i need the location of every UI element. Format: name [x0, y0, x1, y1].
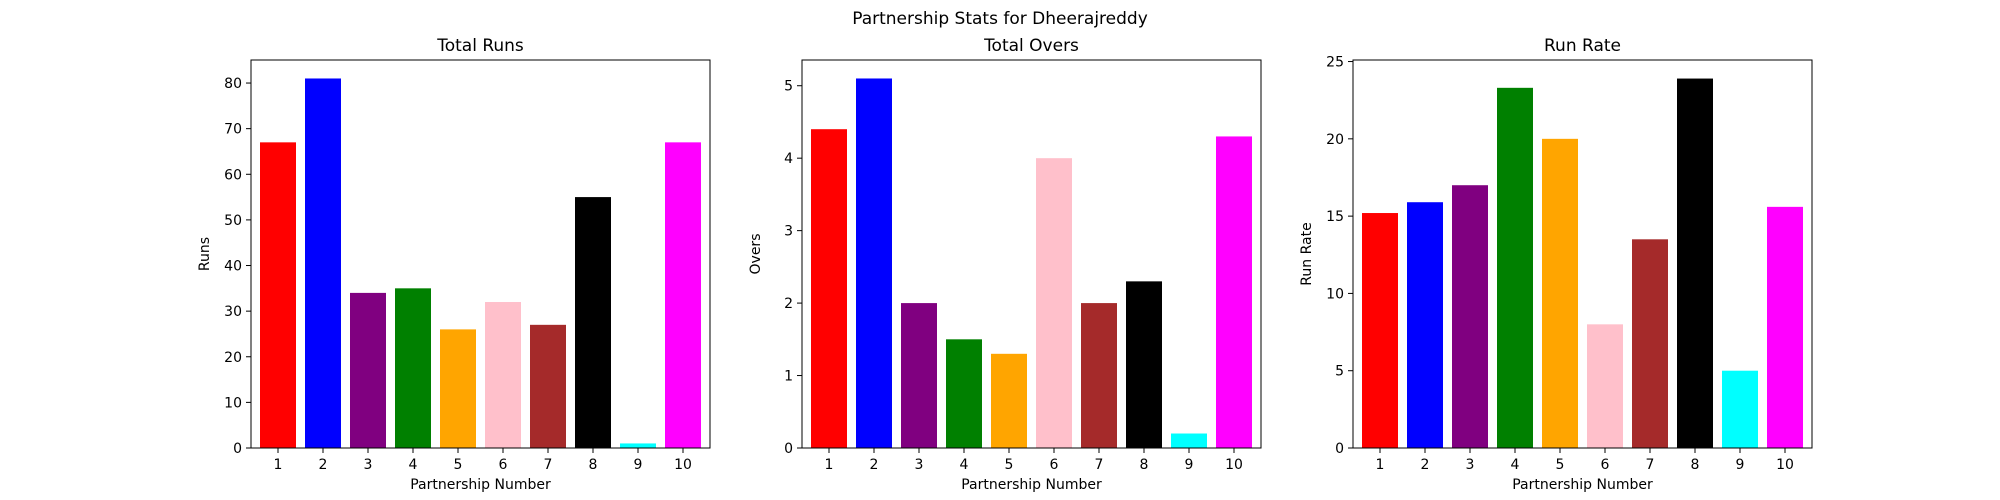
subplot-2: Total Overs 1 2 3 4 5 6 7 8 9 10 0 1 2 3 4 5 Partnership … — [748, 36, 1262, 493]
subplot-3: Run Rate 1 2 3 4 5 6 7 8 9 10 0 5 10 15 20 25 Partnership… — [1299, 36, 1813, 493]
bar-4 — [946, 339, 982, 448]
y-tick-label: 3 — [784, 224, 793, 240]
bar-1 — [811, 129, 847, 449]
x-axis-label: Partnership Number — [410, 477, 551, 493]
y-tick-label: 20 — [1326, 132, 1344, 148]
bar-2 — [856, 78, 892, 448]
y-tick-label: 25 — [1326, 55, 1344, 71]
plot-frame — [801, 59, 1262, 449]
y-tick-label: 30 — [224, 304, 242, 320]
x-tick-label: 1 — [1376, 457, 1385, 473]
bar-6 — [1587, 324, 1623, 448]
bar-10 — [1216, 136, 1252, 448]
bar-4 — [1497, 87, 1533, 448]
y-tick-label: 2 — [784, 296, 793, 312]
x-tick-label: 10 — [1776, 457, 1794, 473]
bar-8 — [575, 197, 611, 448]
bar-3 — [1452, 185, 1488, 448]
x-tick-label: 7 — [1095, 457, 1104, 473]
x-tick-label: 3 — [915, 457, 924, 473]
x-tick-label: 10 — [1225, 457, 1243, 473]
bar-2 — [305, 78, 341, 448]
x-axis-label: Partnership Number — [961, 477, 1102, 493]
x-tick-label: 3 — [1466, 457, 1475, 473]
x-tick-label: 5 — [1005, 457, 1014, 473]
bar-1 — [260, 142, 296, 449]
y-tick-label: 60 — [224, 167, 242, 183]
bar-5 — [991, 353, 1027, 448]
bar-8 — [1126, 281, 1162, 448]
y-axis-label: Run Rate — [1299, 222, 1315, 285]
x-tick-label: 1 — [274, 457, 283, 473]
bar-7 — [1081, 303, 1117, 448]
x-tick-label: 7 — [1646, 457, 1655, 473]
bar-9 — [620, 443, 656, 448]
x-tick-label: 1 — [825, 457, 834, 473]
y-tick-label: 5 — [1335, 364, 1344, 380]
x-tick-label: 3 — [364, 457, 373, 473]
x-tick-label: 8 — [1140, 457, 1149, 473]
y-tick-label: 0 — [233, 441, 242, 457]
x-tick-label: 8 — [589, 457, 598, 473]
x-tick-label: 4 — [960, 457, 969, 473]
plot-frame — [250, 59, 711, 449]
bar-7 — [1632, 239, 1668, 448]
x-tick-label: 4 — [409, 457, 418, 473]
x-tick-label: 9 — [1736, 457, 1745, 473]
x-tick-label: 6 — [499, 457, 508, 473]
bar-1 — [1362, 213, 1398, 448]
figure-title: Partnership Stats for Dheerajreddy — [852, 9, 1148, 29]
bar-6 — [485, 302, 521, 448]
x-tick-label: 5 — [1556, 457, 1565, 473]
y-tick-label: 5 — [784, 79, 793, 95]
x-tick-label: 7 — [544, 457, 553, 473]
subplot-1: Total Runs 1 2 3 4 5 6 7 8 9 10 0 10 20 30 40 50 60 70 80 Pa… — [197, 36, 711, 493]
bar-9 — [1171, 433, 1207, 448]
bar-5 — [1542, 138, 1578, 448]
y-tick-label: 80 — [224, 76, 242, 92]
bar-3 — [901, 303, 937, 448]
y-tick-label: 20 — [224, 350, 242, 366]
bar-2 — [1407, 202, 1443, 448]
bar-3 — [350, 292, 386, 448]
subplot-title: Total Overs — [983, 36, 1079, 56]
plot-frame — [1352, 59, 1813, 449]
subplot-title: Run Rate — [1544, 36, 1621, 56]
x-tick-label: 6 — [1601, 457, 1610, 473]
y-axis-label: Runs — [197, 237, 213, 271]
x-tick-label: 9 — [1185, 457, 1194, 473]
x-tick-label: 8 — [1691, 457, 1700, 473]
y-tick-label: 10 — [224, 395, 242, 411]
x-tick-label: 9 — [634, 457, 643, 473]
y-tick-label: 50 — [224, 213, 242, 229]
x-tick-label: 4 — [1511, 457, 1520, 473]
bar-10 — [1767, 206, 1803, 448]
x-tick-label: 2 — [1421, 457, 1430, 473]
bar-7 — [530, 324, 566, 448]
bar-8 — [1677, 78, 1713, 448]
bar-9 — [1722, 370, 1758, 448]
x-tick-label: 10 — [674, 457, 692, 473]
subplot-title: Total Runs — [436, 36, 524, 56]
bar-4 — [395, 288, 431, 448]
y-tick-label: 15 — [1326, 209, 1344, 225]
y-tick-label: 0 — [1335, 441, 1344, 457]
x-tick-label: 2 — [319, 457, 328, 473]
bar-5 — [440, 329, 476, 448]
x-tick-label: 6 — [1050, 457, 1059, 473]
y-axis-label: Overs — [748, 234, 764, 275]
y-tick-label: 4 — [784, 151, 793, 167]
x-tick-label: 5 — [454, 457, 463, 473]
y-tick-label: 10 — [1326, 286, 1344, 302]
y-tick-label: 70 — [224, 122, 242, 138]
bar-6 — [1036, 158, 1072, 448]
x-tick-label: 2 — [870, 457, 879, 473]
y-tick-label: 1 — [784, 369, 793, 385]
bar-10 — [665, 142, 701, 449]
y-tick-label: 40 — [224, 259, 242, 275]
y-tick-label: 0 — [784, 441, 793, 457]
x-axis-label: Partnership Number — [1512, 477, 1653, 493]
